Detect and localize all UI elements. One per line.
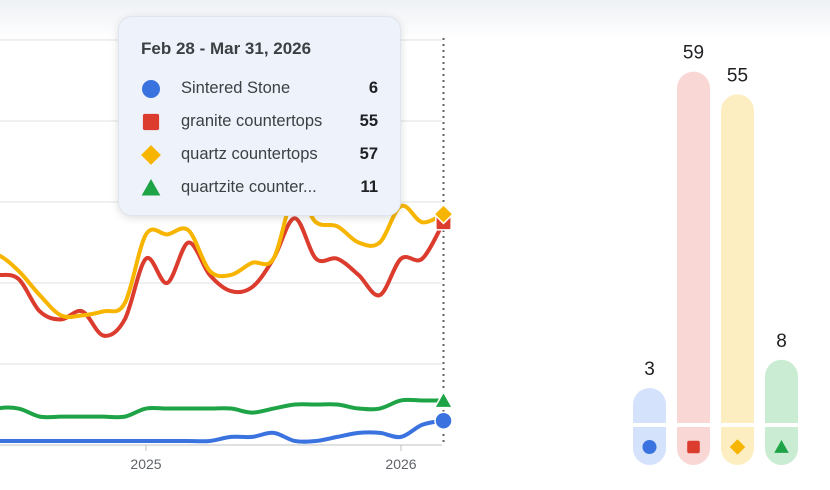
square-marker-icon (141, 112, 161, 132)
bar-marker-icon (729, 439, 746, 455)
bar-value-label: 59 (683, 43, 704, 64)
circle-marker-icon (141, 79, 161, 99)
tooltip-date-range: Feb 28 - Mar 31, 2026 (141, 39, 312, 58)
x-tick-label: 2026 (385, 456, 416, 472)
tooltip-row: quartzite counter... 11 (141, 171, 378, 204)
square-shape (142, 113, 160, 130)
diamond-marker-icon (141, 144, 161, 165)
bar-cap-separator (633, 423, 666, 427)
triangle-shape (141, 178, 161, 196)
bar-cap-separator (765, 423, 798, 427)
tooltip-series-value: 6 (368, 79, 378, 97)
series-end-marker (433, 391, 454, 409)
bar-marker-icon (642, 440, 657, 454)
bar-cap-separator (721, 423, 754, 427)
tooltip-series-label: Sintered Stone (181, 79, 291, 97)
interest-over-time-chart[interactable]: 2025 2026 (0, 0, 600, 490)
tooltip-series-label: granite countertops (181, 112, 323, 130)
series-line-1 (0, 216, 446, 338)
series-line-3 (0, 397, 446, 420)
tooltip-series-value: 55 (359, 112, 378, 130)
bar-value-label: 3 (644, 359, 655, 380)
x-tick-label: 2025 (130, 456, 161, 472)
triangle-marker-glyph (141, 178, 161, 196)
bar-marker-icon (687, 440, 700, 454)
tooltip-row: quartz countertops 57 (141, 138, 378, 171)
square-marker-glyph (142, 113, 160, 130)
series-line-0 (0, 418, 446, 444)
diamond-shape (141, 144, 161, 165)
average-bar (765, 359, 798, 465)
circle-marker-glyph (142, 79, 160, 98)
bar-cap-separator (677, 423, 710, 427)
bar-value-label: 8 (776, 331, 787, 352)
tooltip-row: granite countertops 55 (141, 105, 378, 138)
triangle-marker-icon (141, 178, 161, 198)
bar-value-label: 55 (727, 65, 748, 86)
diamond-marker-glyph (141, 144, 161, 165)
hover-tooltip: Feb 28 - Mar 31, 2026 Sintered Stone 6 g… (118, 16, 401, 216)
tooltip-series-value: 57 (359, 145, 378, 163)
average-bar (721, 94, 754, 465)
series-end-marker (433, 203, 454, 225)
tooltip-row: Sintered Stone 6 (141, 72, 378, 105)
circle-shape (142, 79, 160, 98)
regional-average-bars: 3 59 55 8 (633, 43, 798, 466)
tooltip-series-label: quartzite counter... (181, 178, 317, 196)
bar-marker-icon (774, 440, 789, 453)
tooltip-series-label: quartz countertops (181, 145, 318, 163)
tooltip-series-value: 11 (360, 178, 378, 196)
average-bar (677, 71, 710, 466)
series-line-2 (0, 191, 446, 320)
series-end-marker (434, 411, 453, 430)
